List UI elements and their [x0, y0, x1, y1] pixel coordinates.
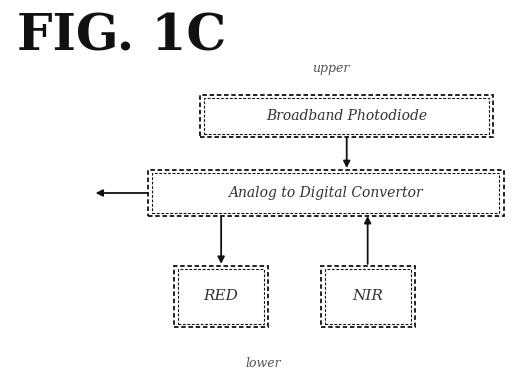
Bar — [205, 98, 489, 134]
Bar — [174, 266, 268, 327]
Text: FIG. 1C: FIG. 1C — [17, 13, 226, 62]
Bar — [325, 269, 411, 324]
Text: Analog to Digital Convertor: Analog to Digital Convertor — [228, 186, 423, 200]
Bar — [148, 170, 504, 216]
Text: NIR: NIR — [352, 290, 383, 303]
Bar — [152, 173, 500, 213]
Bar — [178, 269, 264, 324]
Text: Broadband Photodiode: Broadband Photodiode — [266, 109, 427, 124]
Text: upper: upper — [312, 62, 350, 75]
Bar — [200, 95, 493, 137]
Text: lower: lower — [245, 357, 281, 370]
Bar — [320, 266, 414, 327]
Text: RED: RED — [204, 290, 239, 303]
